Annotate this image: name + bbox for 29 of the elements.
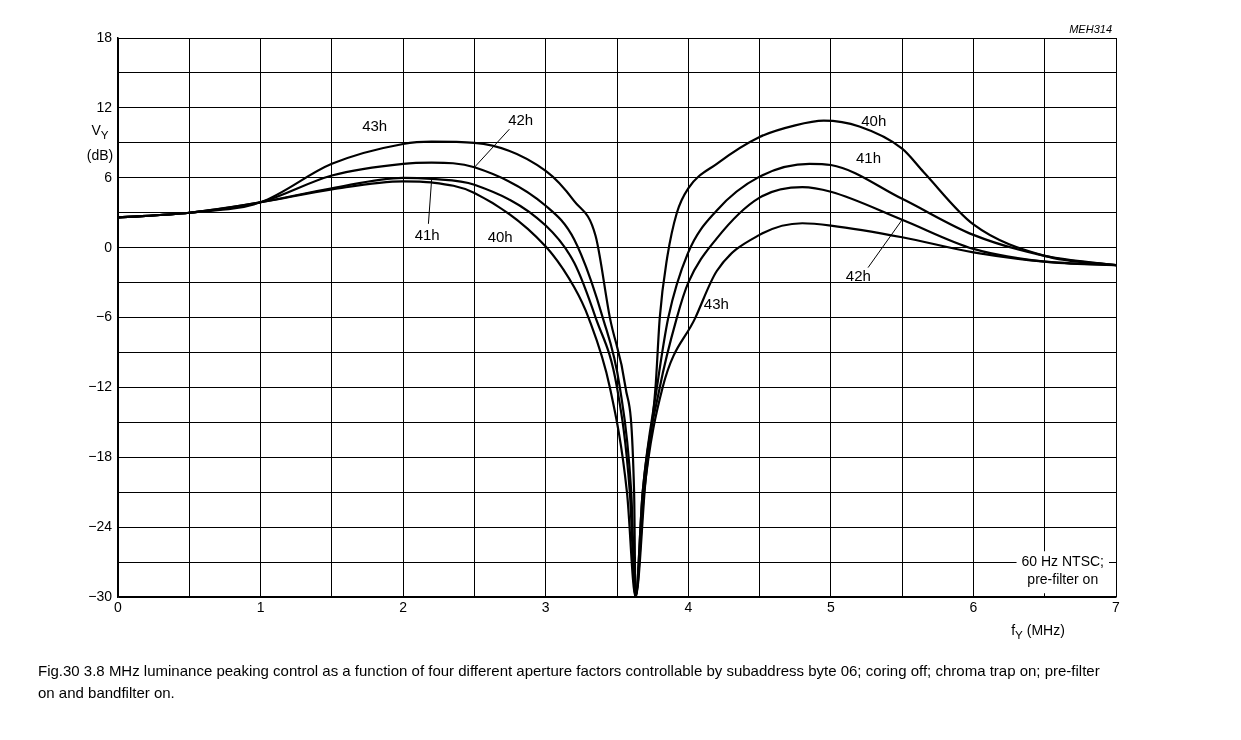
y-tick-label: −6 <box>96 308 113 325</box>
text: 40h <box>487 228 513 246</box>
y-tick-label: 0 <box>104 238 113 255</box>
series-label: 43h <box>703 295 729 313</box>
x-tick-label: 7 <box>1112 599 1121 616</box>
y-tick-label: −24 <box>88 518 113 535</box>
text: 41h <box>414 225 440 243</box>
text: Fig.30 3.8 MHz luminance peaking control as a function of four different aperture factors controllable by subaddress byte 06; coring off; chroma trap on; pre-filter on and bandfilter on. <box>37 661 1101 703</box>
y-tick-label: −12 <box>88 378 113 395</box>
x-tick-label: 5 <box>826 599 835 616</box>
y-axis-title: V$_{Y}$ (dB) <box>85 121 115 165</box>
annotation: 60 Hz NTSC; pre-filter on <box>1021 553 1104 588</box>
x-tick-label: 1 <box>256 599 265 616</box>
y-tick-label: −18 <box>88 448 113 465</box>
y-tick-label: 18 <box>96 28 113 45</box>
y-tick-label: −30 <box>88 588 113 605</box>
text: 42h <box>508 110 534 128</box>
series-label: 40h <box>861 111 887 129</box>
text: 42h <box>845 267 871 285</box>
x-axis-title: f$_{Y}$ (MHz) <box>1010 622 1066 641</box>
x-tick-label: 2 <box>399 599 408 616</box>
x-tick-label: 4 <box>684 599 693 616</box>
x-tick-label: 3 <box>541 599 550 616</box>
text: 43h <box>362 116 388 134</box>
series-label: 41h <box>855 148 881 166</box>
y-tick-label: 6 <box>104 168 113 185</box>
x-tick-label: 6 <box>969 599 978 616</box>
y-tick-label: 12 <box>96 98 113 115</box>
text: MEH314 <box>1069 22 1112 35</box>
